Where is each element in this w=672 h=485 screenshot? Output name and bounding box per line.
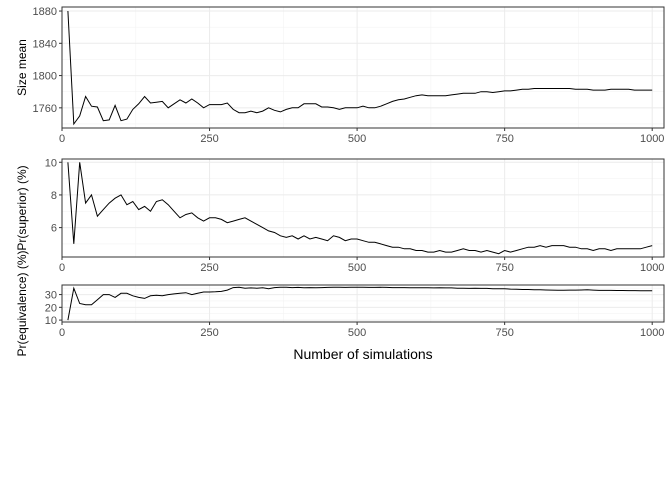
panel-background <box>62 7 664 128</box>
y-axis-title: Size mean <box>15 39 29 96</box>
x-tick-label: 500 <box>348 327 366 339</box>
x-tick-label: 750 <box>495 262 513 274</box>
y-tick-label: 10 <box>45 157 57 169</box>
y-tick-label: 30 <box>45 290 57 302</box>
x-tick-label: 1000 <box>640 327 664 339</box>
x-tick-label: 500 <box>348 262 366 274</box>
panel-2: 0 250 500 750 1000 6 8 10 Pr(superior) (%) <box>15 157 664 274</box>
y-tick-label: 1880 <box>33 6 57 18</box>
y-tick-label: 10 <box>45 315 57 327</box>
x-tick-label: 1000 <box>640 262 664 274</box>
x-tick-label: 750 <box>495 327 513 339</box>
y-axis-title: Pr(equivalence) (%) <box>15 250 29 356</box>
x-tick-label: 0 <box>59 262 65 274</box>
x-tick-label: 500 <box>348 133 366 145</box>
x-tick-label: 0 <box>59 133 65 145</box>
y-tick-label: 8 <box>51 190 57 202</box>
y-tick-label: 1840 <box>33 38 57 50</box>
x-tick-label: 1000 <box>640 133 664 145</box>
x-tick-label: 250 <box>200 262 218 274</box>
x-tick-label: 250 <box>200 133 218 145</box>
y-tick-label: 1760 <box>33 103 57 115</box>
panel-1: 0 250 500 750 1000 1760 1800 1840 1880 Size mean <box>15 6 664 145</box>
y-tick-label: 1800 <box>33 71 57 83</box>
y-tick-label: 20 <box>45 302 57 314</box>
y-axis-title: Pr(superior) (%) <box>15 165 29 250</box>
x-tick-label: 250 <box>200 327 218 339</box>
x-tick-label: 750 <box>495 133 513 145</box>
y-tick-label: 6 <box>51 223 57 235</box>
x-axis-title: Number of simulations <box>293 346 432 362</box>
x-tick-label: 0 <box>59 327 65 339</box>
